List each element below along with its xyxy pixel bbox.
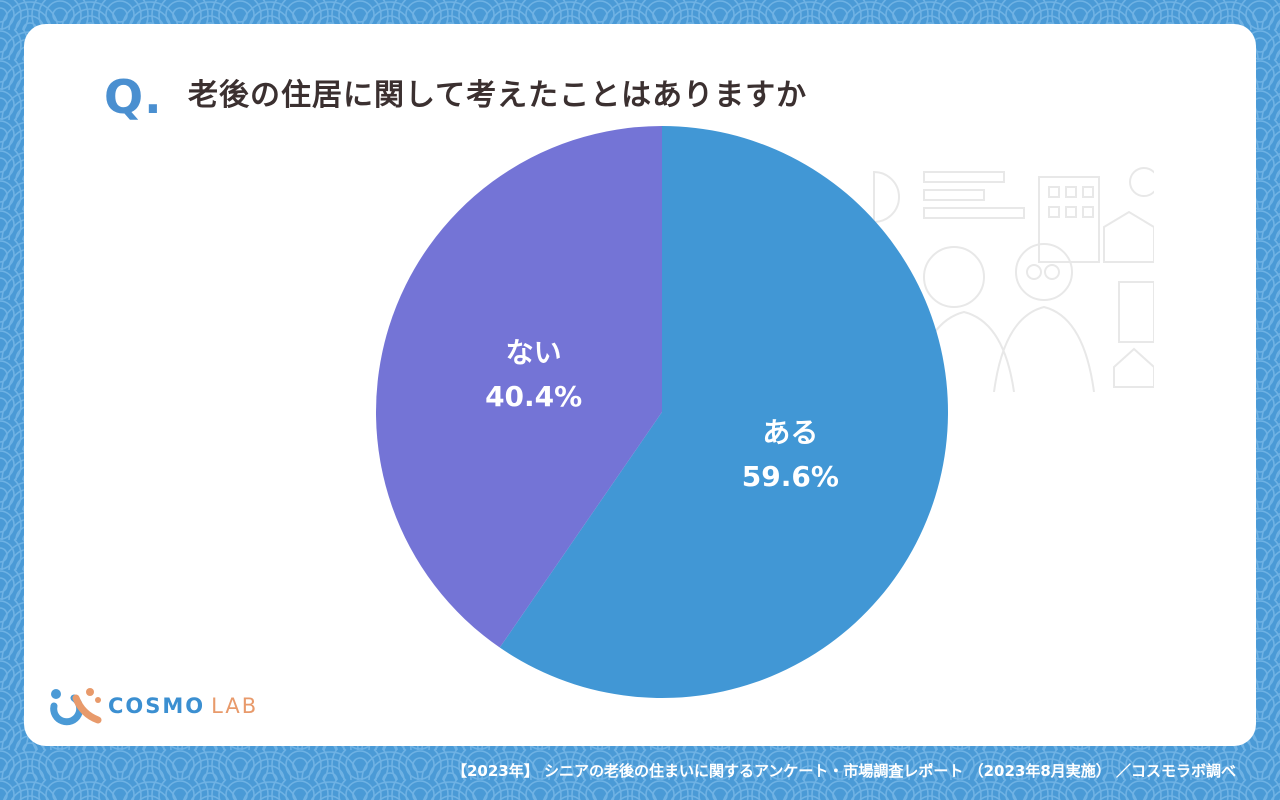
cosmo-lab-logo: COSMO LAB xyxy=(46,684,256,730)
logo-lab-text: LAB xyxy=(211,694,259,718)
question-title: 老後の住居に関して考えたことはありますか xyxy=(188,78,808,113)
source-footer: 【2023年】 シニアの老後の住まいに関するアンケート・市場調査レポート （20… xyxy=(451,762,1236,780)
cosmo-lab-logo-mark-icon xyxy=(50,688,102,726)
question-mark: Q. xyxy=(104,70,163,124)
slice-value-1: 40.4% xyxy=(485,380,582,413)
pie-slice-1 xyxy=(376,126,662,648)
pie-slice-0 xyxy=(499,126,948,698)
logo-cosmo-text: COSMO xyxy=(108,694,206,718)
chart-card: Q. 老後の住居に関して考えたことはありますか ある 59.6% ない 40.4% xyxy=(24,24,1256,746)
slice-label-0: ある xyxy=(762,416,818,449)
pie-chart: ある 59.6% ない 40.4% xyxy=(376,126,948,698)
slice-value-0: 59.6% xyxy=(742,460,839,493)
slice-label-1: ない xyxy=(506,336,562,369)
